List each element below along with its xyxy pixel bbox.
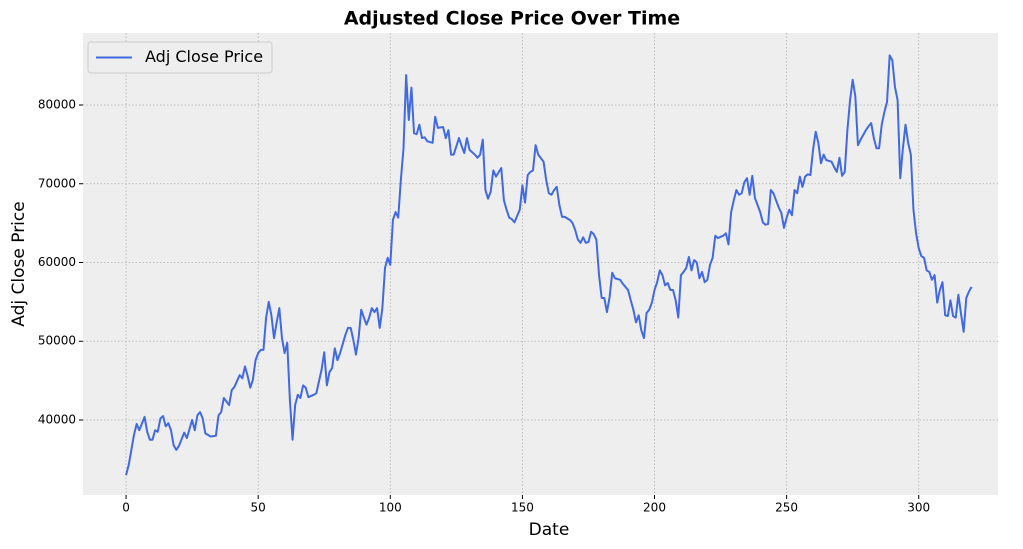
x-tick-label: 150 (511, 501, 534, 515)
y-tick-label: 80000 (38, 98, 76, 112)
plot-area (83, 33, 998, 495)
legend-box (87, 41, 273, 74)
x-tick-label: 100 (379, 501, 402, 515)
x-tick-label: 50 (251, 501, 266, 515)
legend-label: Adj Close Price (145, 47, 263, 66)
x-tick-label: 250 (775, 501, 798, 515)
price-line (125, 54, 973, 476)
y-tick-label: 40000 (38, 412, 76, 426)
x-tick-label: 300 (907, 501, 930, 515)
x-axis-label: Date (529, 520, 570, 540)
chart-title: Adjusted Close Price Over Time (344, 8, 680, 30)
y-tick-label: 60000 (38, 255, 76, 269)
y-axis-label: Adj Close Price (9, 201, 29, 326)
y-tick-label: 50000 (38, 334, 76, 348)
x-tick-label: 0 (122, 501, 130, 515)
y-tick-label: 70000 (38, 176, 76, 190)
x-tick-label: 200 (643, 501, 666, 515)
